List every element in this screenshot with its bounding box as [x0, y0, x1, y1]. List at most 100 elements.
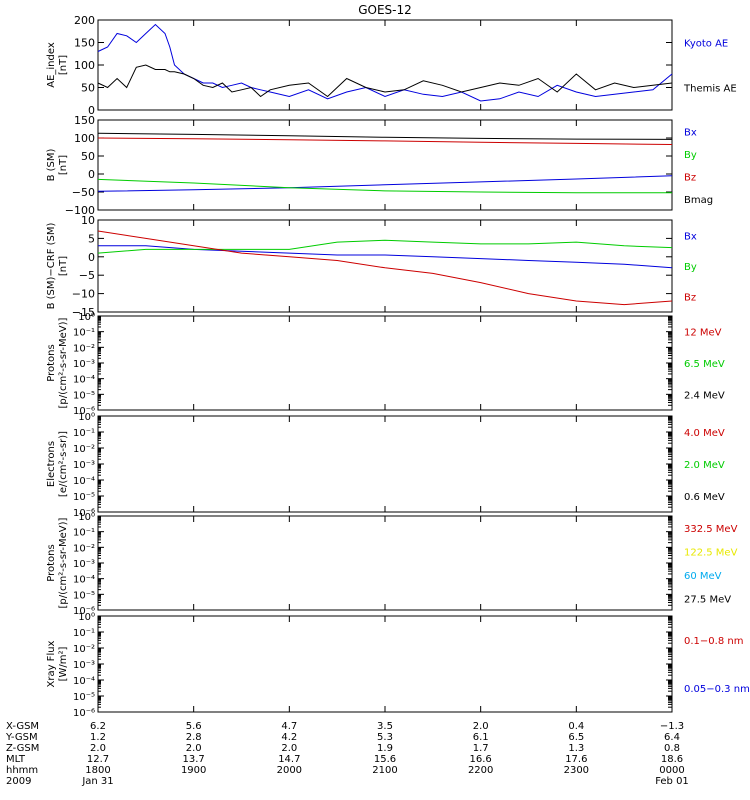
x-axis-value: 12.7: [87, 754, 109, 765]
legend-entry: 122.5 MeV: [684, 547, 738, 558]
x-axis-value: 4.7: [281, 721, 297, 732]
y-tick-label: 10⁰: [78, 312, 95, 323]
x-axis-row-label: Z-GSM: [6, 743, 39, 754]
y-tick-label: 10⁻⁴: [73, 476, 95, 487]
x-axis-value: 2300: [564, 765, 589, 776]
x-axis-value: 6.4: [664, 732, 680, 743]
y-tick-label: 10⁻⁶: [73, 708, 95, 719]
x-axis-value: 2200: [468, 765, 493, 776]
y-tick-label: 10⁻⁶: [73, 406, 95, 417]
y-tick-label: 10⁻¹: [73, 528, 95, 539]
y-tick-label: 10: [81, 214, 95, 227]
panel-frame: [97, 119, 673, 211]
y-axis-label: B (SM)−CRF (SM): [46, 222, 57, 309]
series-line-bmag: [97, 132, 673, 140]
legend-entry: 0.6 MeV: [684, 492, 725, 503]
y-axis-unit: [p/(cm²-s-sr-MeV)]: [58, 517, 69, 608]
legend-entry: 4.0 MeV: [684, 428, 725, 439]
y-tick-label: 10⁻⁴: [73, 575, 95, 586]
x-axis-row-label: Y-GSM: [5, 732, 38, 743]
y-tick-label: −5: [79, 269, 95, 282]
x-axis-value: 5.3: [377, 732, 393, 743]
y-tick-label: 10⁻¹: [73, 628, 95, 639]
y-tick-label: −50: [72, 186, 95, 199]
x-axis-value: 0.4: [568, 721, 584, 732]
legend-entry: 27.5 MeV: [684, 594, 731, 605]
y-tick-label: 10⁻²: [73, 343, 95, 354]
y-tick-label: 0: [88, 104, 95, 117]
y-tick-label: 10⁻³: [73, 359, 95, 370]
y-axis-unit: [nT]: [58, 155, 69, 175]
y-axis-label: Electrons: [46, 441, 57, 487]
legend-entry: By: [684, 150, 697, 161]
legend-entry: 0.1−0.8 nm: [684, 636, 743, 647]
x-axis-value: 5.6: [186, 721, 202, 732]
plot-title: GOES-12: [358, 3, 412, 17]
y-tick-label: 5: [88, 232, 95, 245]
y-axis-label: B (SM): [46, 148, 57, 181]
series-line-themis-ae: [97, 64, 673, 98]
y-tick-label: 10⁻¹: [73, 428, 95, 439]
x-axis-row-label: hhmm: [6, 765, 38, 776]
x-axis-value: 13.7: [183, 754, 205, 765]
panel-frame: [97, 315, 673, 411]
y-tick-label: 10⁰: [78, 512, 95, 523]
y-tick-label: 0: [88, 168, 95, 181]
legend-entry: Bmag: [684, 195, 713, 206]
y-tick-label: 200: [74, 14, 95, 27]
y-axis-label: Protons: [46, 544, 57, 581]
legend-entry: Bz: [684, 172, 696, 183]
series-line-by: [97, 239, 673, 254]
x-axis-value: 0000: [659, 765, 684, 776]
panel-frame: [97, 615, 673, 713]
x-axis-value: 1.2: [90, 732, 106, 743]
x-axis-row-label: X-GSM: [6, 721, 39, 732]
series-line-kyoto-ae: [97, 23, 673, 102]
y-tick-label: 10⁰: [78, 412, 95, 423]
y-tick-label: 10⁻⁵: [73, 492, 95, 503]
series-line-bz: [97, 230, 673, 306]
y-tick-label: −10: [72, 288, 95, 301]
x-axis-value: 2.0: [281, 743, 297, 754]
x-axis-value: 1900: [181, 765, 206, 776]
legend-entry: By: [684, 262, 697, 273]
y-tick-label: 100: [74, 132, 95, 145]
legend-entry: 0.05−0.3 nm: [684, 684, 750, 695]
x-axis-value: 2.0: [90, 743, 106, 754]
y-tick-label: 10⁻¹: [73, 328, 95, 339]
series-line-bx: [97, 175, 673, 192]
series-line-by: [97, 178, 672, 194]
y-tick-label: 10⁻²: [73, 644, 95, 655]
x-axis-value: 1800: [85, 765, 110, 776]
x-axis-value: 2000: [277, 765, 302, 776]
y-tick-label: −15: [72, 306, 95, 319]
x-axis-row-label: 2009: [6, 776, 31, 787]
y-tick-label: 10⁻⁶: [73, 508, 95, 519]
y-tick-label: 10⁻³: [73, 660, 95, 671]
y-tick-label: 10⁻²: [73, 444, 95, 455]
y-axis-label: Xray Flux: [46, 640, 57, 687]
y-tick-label: 10⁰: [78, 612, 95, 623]
y-axis-unit: [e/(cm²-s-sr)]: [58, 431, 69, 497]
y-tick-label: 10⁻⁵: [73, 390, 95, 401]
legend-entry: Kyoto AE: [684, 39, 728, 50]
y-tick-label: −100: [65, 204, 95, 217]
y-axis-label: AE_index: [46, 42, 57, 88]
y-tick-label: 10⁻³: [73, 460, 95, 471]
x-axis-value: Feb 01: [655, 776, 689, 787]
y-tick-label: 10⁻⁴: [73, 676, 95, 687]
series-line-bz: [97, 137, 673, 145]
y-axis-label: Protons: [46, 344, 57, 381]
x-axis-value: 2.8: [186, 732, 202, 743]
legend-entry: 6.5 MeV: [684, 359, 725, 370]
x-axis-value: 17.6: [565, 754, 587, 765]
x-axis-value: −1.3: [660, 721, 684, 732]
legend-entry: Bx: [684, 127, 697, 138]
legend-entry: 2.0 MeV: [684, 460, 725, 471]
y-axis-unit: [nT]: [58, 256, 69, 276]
y-tick-label: 50: [81, 150, 95, 163]
y-tick-label: 10⁻⁵: [73, 692, 95, 703]
x-axis-value: 2.0: [473, 721, 489, 732]
y-tick-label: 50: [81, 82, 95, 95]
